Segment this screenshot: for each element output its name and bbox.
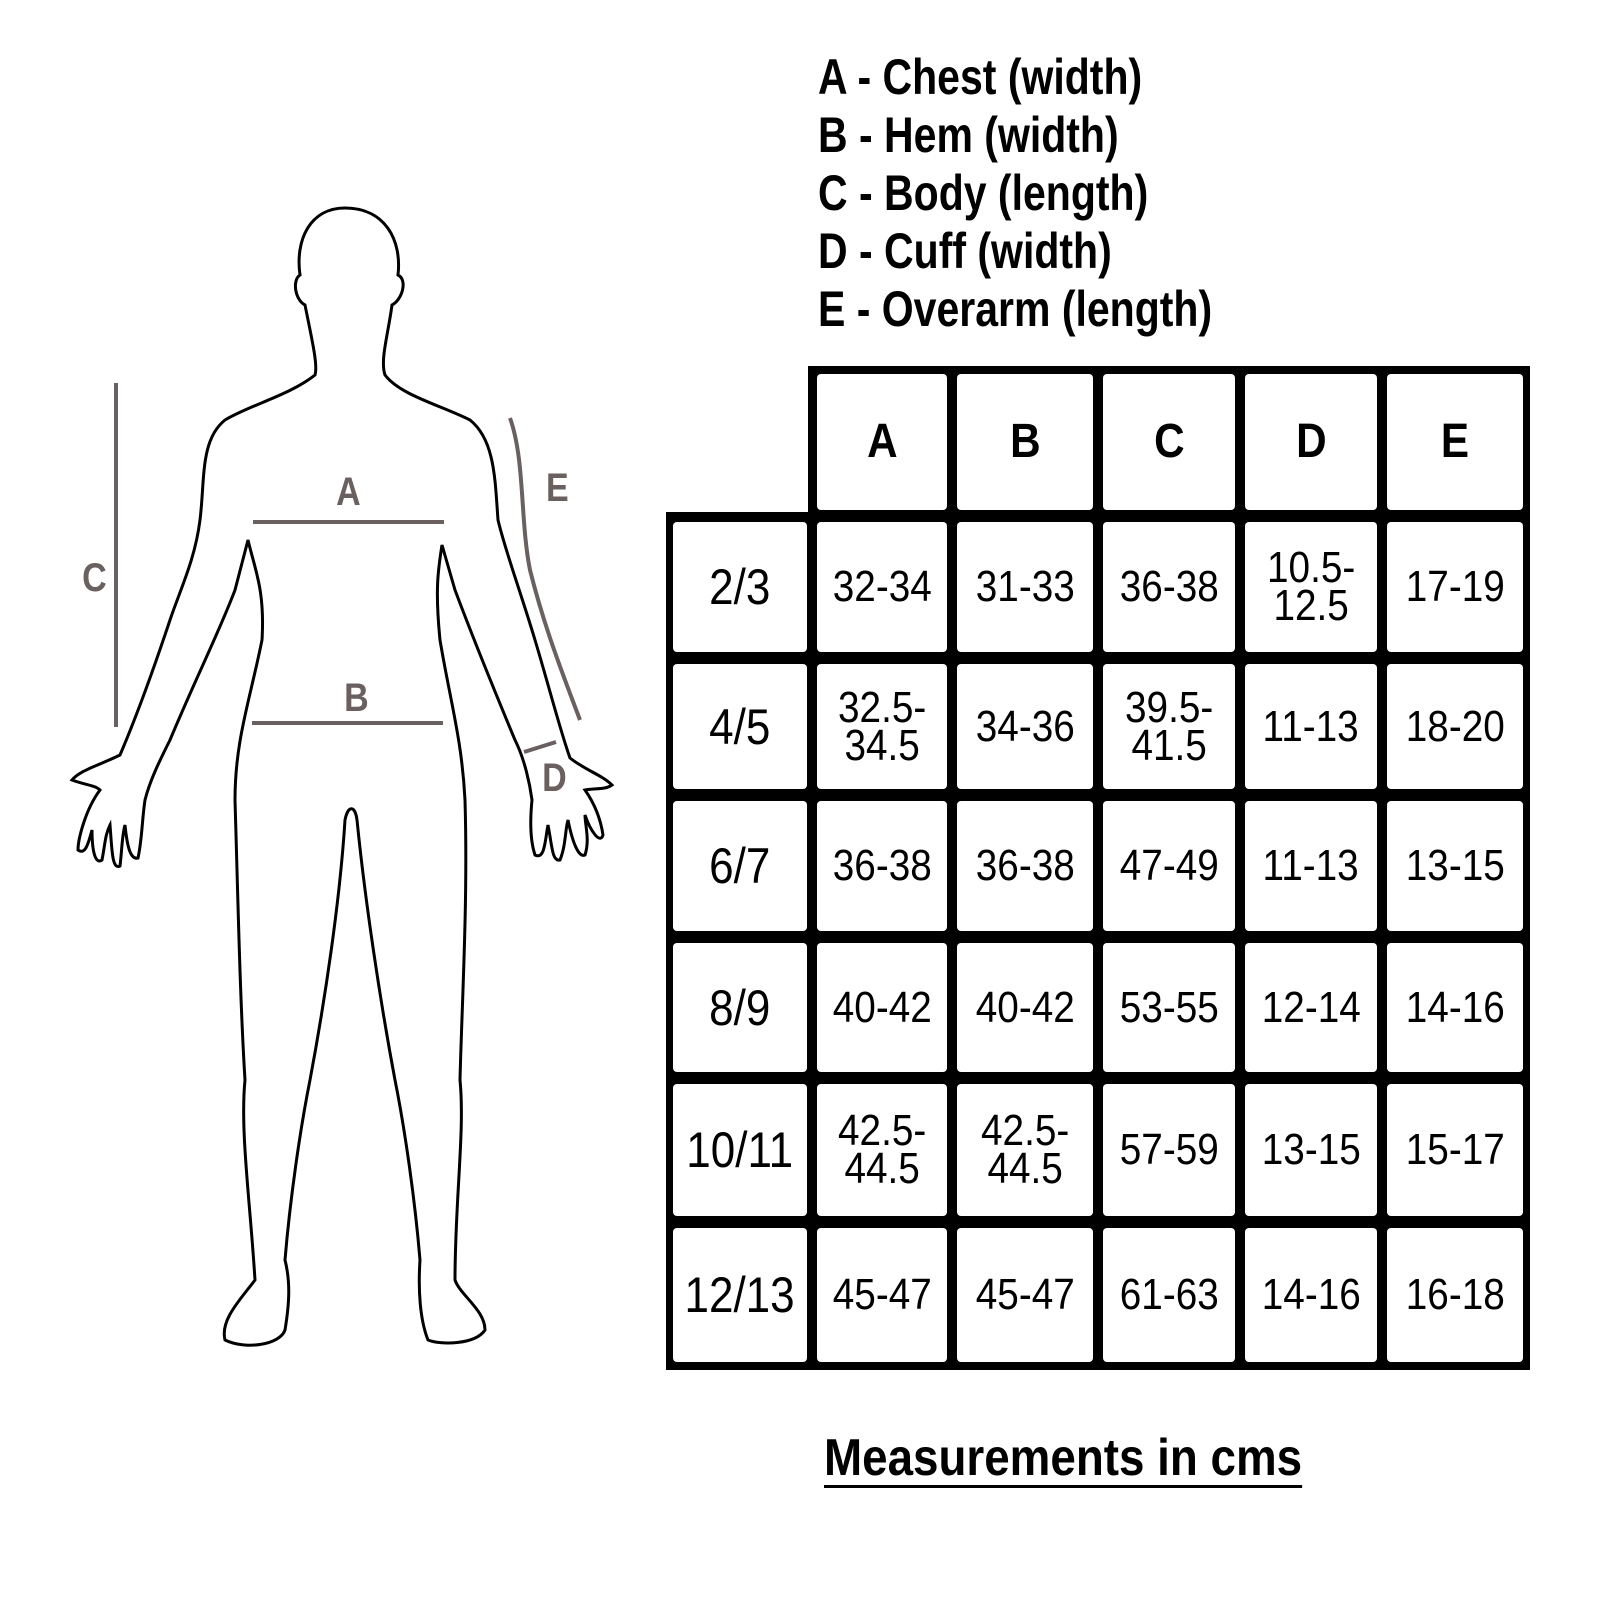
cell-text: D: [1295, 415, 1327, 468]
label-a: A: [336, 470, 361, 514]
legend-item-e: E - Overarm (length): [818, 281, 1213, 337]
cell-text: 16-18: [1405, 1270, 1505, 1319]
size-cell: 10/11: [673, 1084, 807, 1216]
cell-text: 36-38: [975, 841, 1075, 890]
label-e: E: [546, 466, 569, 510]
measure-line-d: [523, 740, 557, 754]
measurement-legend: A - Chest (width) B - Hem (width) C - Bo…: [818, 48, 1299, 338]
legend-item-b: B - Hem (width): [818, 107, 1119, 163]
measurement-cell: 57-59: [1103, 1084, 1235, 1216]
size-cell: 2/3: [673, 522, 807, 652]
cell-text: 47-49: [1119, 841, 1219, 890]
cell-text: 57-59: [1119, 1125, 1219, 1174]
measurement-cell: 14-16: [1387, 943, 1523, 1072]
size-cell: 12/13: [673, 1228, 807, 1362]
measurement-cell: 36-38: [817, 801, 947, 931]
measurement-cell: 36-38: [1103, 522, 1235, 652]
legend-item-c: C - Body (length): [818, 165, 1149, 221]
size-cell: 6/7: [673, 801, 807, 931]
measurement-cell: 39.5- 41.5: [1103, 664, 1235, 789]
cell-text: 45-47: [975, 1270, 1075, 1319]
measurement-cell: 42.5- 44.5: [957, 1084, 1093, 1216]
cell-text: 10.5- 12.5: [1266, 543, 1356, 630]
cell-text: 36-38: [1119, 562, 1219, 611]
column-header: D: [1245, 374, 1377, 510]
cell-text: 4/5: [709, 698, 771, 755]
cell-text: 42.5- 44.5: [837, 1106, 927, 1193]
column-header: B: [957, 374, 1093, 510]
cell-text: C: [1153, 415, 1185, 468]
size-cell: 8/9: [673, 943, 807, 1072]
measurement-cell: 12-14: [1245, 943, 1377, 1072]
cell-text: 14-16: [1261, 1270, 1361, 1319]
measurement-cell: 17-19: [1387, 522, 1523, 652]
cell-text: 36-38: [832, 841, 932, 890]
measurement-cell: 15-17: [1387, 1084, 1523, 1216]
cell-text: 17-19: [1405, 562, 1505, 611]
measurement-cell: 40-42: [817, 943, 947, 1072]
cell-text: 53-55: [1119, 982, 1219, 1032]
cell-text: 34-36: [975, 701, 1075, 751]
cell-text: 40-42: [975, 982, 1075, 1032]
size-cell: 4/5: [673, 664, 807, 789]
legend-item-a: A - Chest (width): [818, 49, 1143, 105]
units-note: Measurements in cms: [824, 1429, 1303, 1487]
cell-text: 61-63: [1119, 1270, 1219, 1319]
measurement-cell: 45-47: [817, 1228, 947, 1362]
measurement-cell: 16-18: [1387, 1228, 1523, 1362]
measurement-cell: 47-49: [1103, 801, 1235, 931]
cell-text: 14-16: [1405, 982, 1505, 1032]
cell-text: 18-20: [1405, 701, 1505, 751]
cell-text: 42.5- 44.5: [980, 1106, 1070, 1193]
body-outline: [69, 206, 615, 1347]
cell-text: 12/13: [684, 1267, 796, 1323]
cell-text: 32-34: [832, 562, 932, 611]
measurement-cell: 11-13: [1245, 801, 1377, 931]
measurement-cell: 40-42: [957, 943, 1093, 1072]
measurement-cell: 34-36: [957, 664, 1093, 789]
cell-text: 32.5- 34.5: [837, 682, 927, 770]
cell-text: B: [1009, 415, 1041, 468]
measurement-cell: 13-15: [1387, 801, 1523, 931]
label-c: C: [82, 556, 107, 600]
column-header: E: [1387, 374, 1523, 510]
body-figure: [69, 206, 615, 1347]
measurement-cell: 31-33: [957, 522, 1093, 652]
cell-text: 12-14: [1261, 982, 1361, 1032]
cell-text: 6/7: [709, 838, 771, 894]
label-d: D: [542, 756, 567, 800]
column-header: A: [817, 374, 947, 510]
measurement-cell: 32-34: [817, 522, 947, 652]
measurement-cell: 45-47: [957, 1228, 1093, 1362]
measurement-cell: 11-13: [1245, 664, 1377, 789]
measure-line-e: [508, 417, 582, 721]
measurement-cell: 18-20: [1387, 664, 1523, 789]
cell-text: A: [866, 415, 898, 468]
measurement-cell: 53-55: [1103, 943, 1235, 1072]
measurement-cell: 36-38: [957, 801, 1093, 931]
measurement-cell: 32.5- 34.5: [817, 664, 947, 789]
label-b: B: [344, 676, 369, 720]
measurement-cell: 61-63: [1103, 1228, 1235, 1362]
cell-text: 10/11: [686, 1122, 794, 1178]
measurement-cell: 10.5- 12.5: [1245, 522, 1377, 652]
cell-text: 45-47: [832, 1270, 932, 1319]
cell-text: 40-42: [832, 982, 932, 1032]
cell-text: 11-13: [1262, 701, 1360, 751]
legend-item-d: D - Cuff (width): [818, 223, 1112, 279]
cell-text: 31-33: [975, 562, 1075, 611]
cell-text: 11-13: [1262, 841, 1360, 890]
measurement-cell: 42.5- 44.5: [817, 1084, 947, 1216]
cell-text: 39.5- 41.5: [1124, 682, 1214, 770]
table-body-frame: [666, 512, 1530, 1370]
cell-text: 13-15: [1405, 841, 1505, 890]
cell-text: 2/3: [709, 559, 771, 615]
cell-text: 15-17: [1405, 1125, 1505, 1174]
cell-text: 13-15: [1261, 1125, 1361, 1174]
measurement-cell: 13-15: [1245, 1084, 1377, 1216]
column-header: C: [1103, 374, 1235, 510]
measurement-cell: 14-16: [1245, 1228, 1377, 1362]
cell-text: E: [1440, 415, 1470, 468]
cell-text: 8/9: [709, 979, 771, 1036]
